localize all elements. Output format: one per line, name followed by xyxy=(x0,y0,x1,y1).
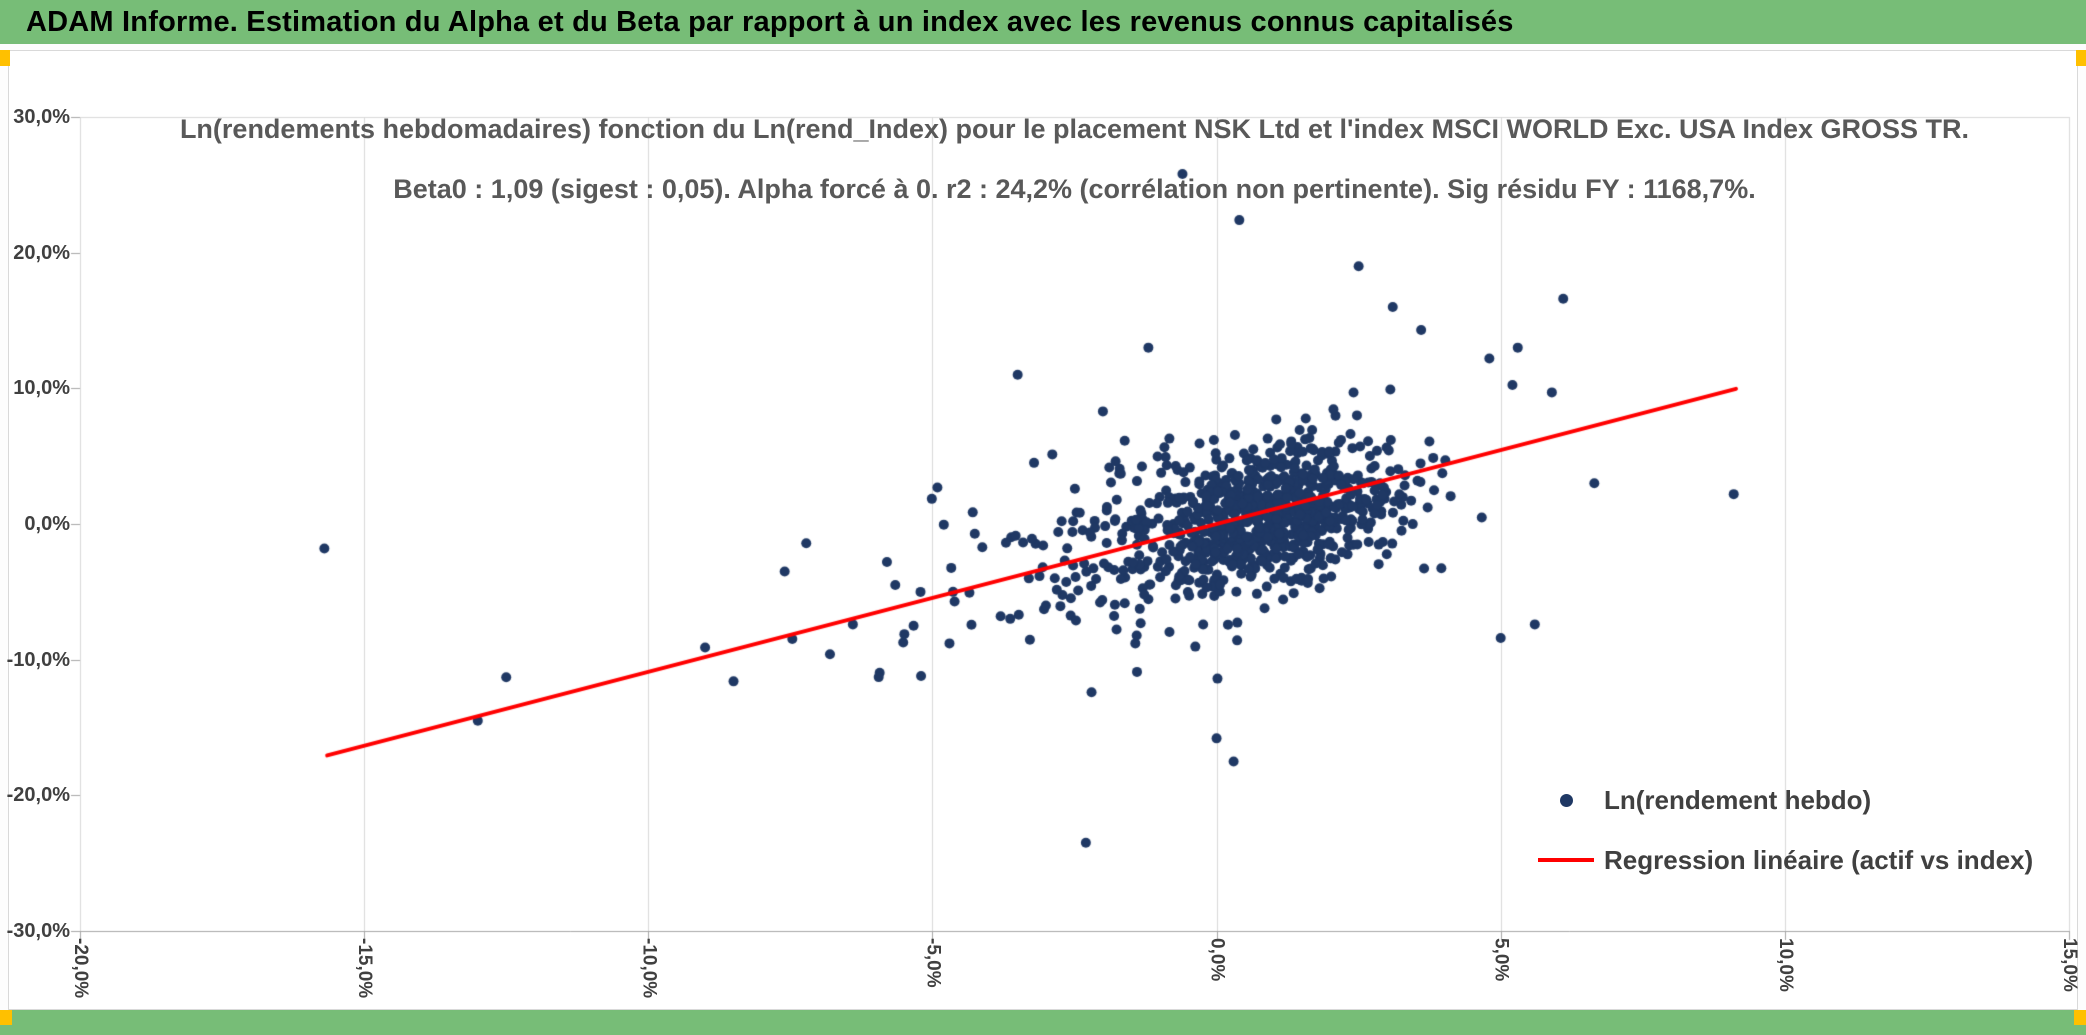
legend-dot-marker xyxy=(1559,793,1573,807)
accent-bottom-right xyxy=(2074,1010,2086,1025)
scatter-marker-icon xyxy=(1536,793,1596,807)
legend-item-regression[interactable]: Regression linéaire (actif vs index) xyxy=(1536,840,2033,880)
accent-bottom-left xyxy=(0,1010,12,1025)
header-title: ADAM Informe. Estimation du Alpha et du … xyxy=(26,5,1514,38)
legend-label-regression: Regression linéaire (actif vs index) xyxy=(1604,844,2034,875)
footer-bar xyxy=(0,1010,2086,1035)
legend-item-points[interactable]: Ln(rendement hebdo) xyxy=(1536,780,2033,820)
header-bar[interactable]: ADAM Informe. Estimation du Alpha et du … xyxy=(0,0,2086,44)
accent-top-left xyxy=(0,50,10,66)
accent-top-right xyxy=(2076,50,2086,66)
legend[interactable]: Ln(rendement hebdo) Regression linéaire … xyxy=(1536,780,2033,900)
line-marker-icon xyxy=(1536,858,1596,862)
legend-line-marker xyxy=(1538,858,1594,862)
legend-label-points: Ln(rendement hebdo) xyxy=(1604,784,1872,815)
